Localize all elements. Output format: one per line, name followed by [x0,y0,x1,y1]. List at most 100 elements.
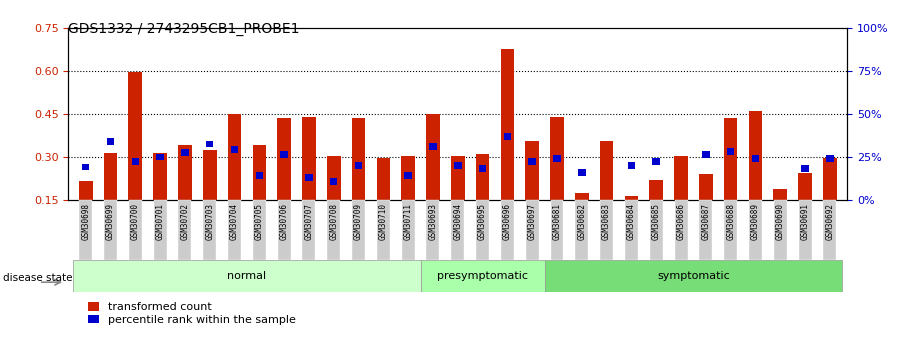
Text: symptomatic: symptomatic [657,271,730,281]
Bar [131,158,139,165]
FancyBboxPatch shape [73,260,421,292]
Bar [277,118,291,200]
Text: disease state: disease state [3,273,72,283]
Text: GSM30698: GSM30698 [81,203,90,240]
Bar [628,162,635,169]
Bar [153,152,167,200]
FancyBboxPatch shape [576,200,589,260]
Bar [454,162,462,169]
FancyBboxPatch shape [352,200,365,260]
Text: GDS1332 / 2743295CB1_PROBE1: GDS1332 / 2743295CB1_PROBE1 [68,22,300,37]
Bar [479,165,486,172]
Bar [749,111,763,200]
FancyBboxPatch shape [773,200,787,260]
FancyBboxPatch shape [451,200,465,260]
Bar [553,155,561,162]
FancyBboxPatch shape [700,200,712,260]
FancyBboxPatch shape [327,200,340,260]
FancyBboxPatch shape [625,200,638,260]
Text: GSM30706: GSM30706 [280,203,289,240]
Text: normal: normal [228,271,267,281]
Text: GSM30692: GSM30692 [825,203,834,240]
Bar [727,148,734,155]
Text: GSM30681: GSM30681 [552,203,561,240]
FancyBboxPatch shape [278,200,291,260]
Bar [773,189,787,200]
Bar [674,156,688,200]
Text: GSM30704: GSM30704 [230,203,239,240]
FancyBboxPatch shape [501,200,514,260]
Text: GSM30687: GSM30687 [701,203,711,240]
Bar [575,193,589,200]
Bar [526,141,539,200]
FancyBboxPatch shape [402,200,415,260]
Bar [181,149,189,156]
Text: GSM30710: GSM30710 [379,203,388,240]
FancyBboxPatch shape [104,200,117,260]
FancyBboxPatch shape [228,200,241,260]
Bar [206,141,213,148]
Bar [104,152,118,200]
FancyBboxPatch shape [526,200,538,260]
FancyBboxPatch shape [79,200,92,260]
FancyBboxPatch shape [179,200,191,260]
Bar [354,162,363,169]
Bar [157,154,164,160]
Text: GSM30694: GSM30694 [454,203,462,240]
Text: GSM30686: GSM30686 [677,203,686,240]
FancyBboxPatch shape [724,200,737,260]
Text: GSM30693: GSM30693 [428,203,437,240]
Bar [82,164,89,170]
Text: GSM30697: GSM30697 [527,203,537,240]
Bar [528,158,536,165]
Bar [426,114,440,200]
Text: GSM30696: GSM30696 [503,203,512,240]
Bar [724,118,738,200]
Bar [550,117,564,200]
Bar [252,146,266,200]
Bar [599,141,613,200]
FancyBboxPatch shape [128,200,142,260]
Text: GSM30707: GSM30707 [304,203,313,240]
Text: GSM30695: GSM30695 [478,203,487,240]
Bar [256,172,263,179]
FancyBboxPatch shape [600,200,613,260]
Text: GSM30705: GSM30705 [255,203,264,240]
Bar [228,114,241,200]
Text: GSM30708: GSM30708 [329,203,338,240]
FancyBboxPatch shape [426,200,439,260]
Text: GSM30699: GSM30699 [106,203,115,240]
FancyBboxPatch shape [650,200,662,260]
FancyBboxPatch shape [545,260,843,292]
FancyBboxPatch shape [302,200,315,260]
Text: GSM30703: GSM30703 [205,203,214,240]
FancyBboxPatch shape [674,200,688,260]
Bar [699,174,712,200]
FancyBboxPatch shape [203,200,216,260]
Bar [451,156,465,200]
Bar [128,72,142,200]
Text: GSM30690: GSM30690 [776,203,784,240]
Bar [504,134,511,140]
Text: GSM30684: GSM30684 [627,203,636,240]
Text: GSM30688: GSM30688 [726,203,735,240]
FancyBboxPatch shape [749,200,762,260]
Text: GSM30682: GSM30682 [578,203,587,240]
Bar [402,156,415,200]
Text: GSM30691: GSM30691 [801,203,810,240]
Bar [330,178,337,185]
Text: GSM30711: GSM30711 [404,203,413,240]
Bar [752,155,759,162]
Bar [702,151,710,158]
Bar [107,138,114,145]
Bar [823,158,836,200]
FancyBboxPatch shape [377,200,390,260]
Bar [500,49,514,200]
Bar [203,150,217,200]
Bar [476,154,489,200]
Bar [352,118,365,200]
Text: presymptomatic: presymptomatic [437,271,528,281]
Bar [230,146,239,153]
Text: GSM30689: GSM30689 [751,203,760,240]
Bar [376,158,390,200]
